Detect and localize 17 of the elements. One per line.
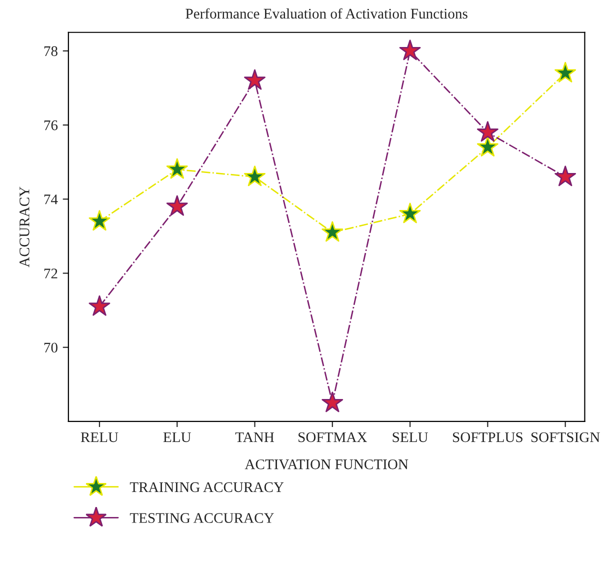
- chart-title: Performance Evaluation of Activation Functions: [186, 8, 468, 19]
- y-tick-label: 76: [44, 120, 58, 130]
- x-tick-label: SOFTSIGN: [531, 432, 600, 442]
- y-tick-label: 72: [44, 268, 58, 278]
- y-tick-label: 70: [44, 342, 58, 353]
- x-tick-label: TANH: [235, 432, 274, 442]
- legend-label: TRAINING ACCURACY: [130, 482, 284, 492]
- x-tick-label: RELU: [80, 432, 118, 442]
- legend-label: TESTING ACCURACY: [130, 513, 274, 523]
- x-tick-label: SELU: [392, 432, 428, 442]
- x-tick-label: SOFTMAX: [298, 432, 367, 442]
- x-tick-label: ELU: [163, 432, 191, 442]
- y-tick-label: 74: [44, 194, 58, 204]
- y-axis-title: ACCURACY: [20, 186, 30, 268]
- y-tick-label: 78: [44, 46, 58, 56]
- x-axis-title: ACTIVATION FUNCTION: [244, 459, 408, 470]
- x-tick-label: SOFTPLUS: [452, 432, 522, 442]
